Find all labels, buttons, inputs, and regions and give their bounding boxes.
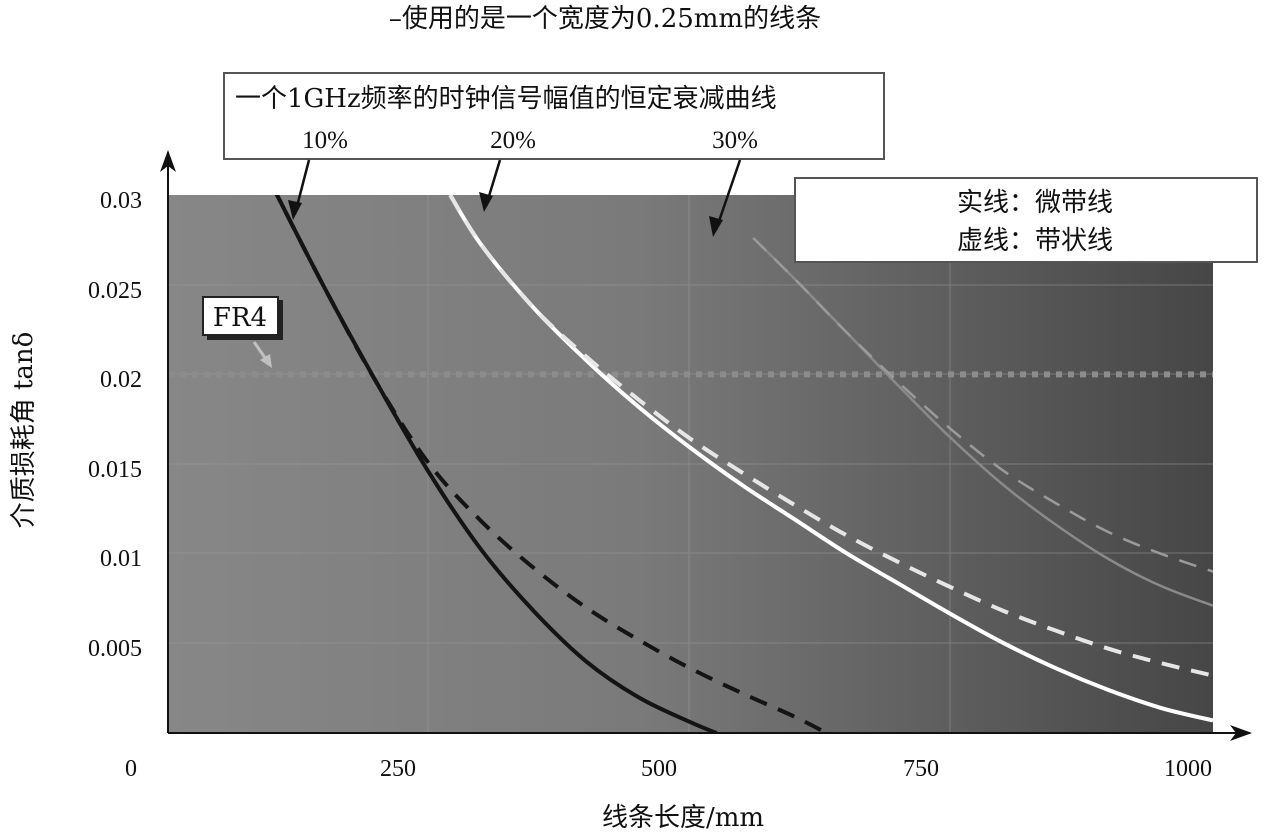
legend-solid: 实线：微带线	[957, 188, 1113, 218]
x-tick-0: 0	[125, 756, 137, 782]
label-30pct: 30%	[712, 127, 758, 154]
x-axis-arrow	[1230, 725, 1252, 741]
legend-box	[794, 177, 1258, 263]
x-tick-250: 250	[380, 756, 416, 782]
arrow-30pct-head	[709, 216, 723, 237]
series-10pct-dashed	[274, 195, 828, 733]
series-layer	[168, 195, 1213, 733]
x-tick-750: 750	[903, 756, 939, 782]
y-tick-0.02: 0.02	[100, 367, 142, 393]
fr4-pointer-head	[260, 354, 272, 368]
arrow-30pct	[714, 159, 742, 231]
y-tick-0.015: 0.015	[88, 457, 142, 483]
y-tick-0.03: 0.03	[100, 188, 142, 214]
x-tick-1000: 1000	[1164, 756, 1212, 782]
series-20pct-dashed	[448, 195, 1213, 678]
chart-title: –使用的是一个宽度为0.25mm的线条	[389, 4, 821, 34]
series-30pct-dashed	[752, 237, 1213, 573]
y-tick-0.005: 0.005	[88, 636, 142, 662]
legend-dashed: 虚线：带状线	[957, 226, 1113, 256]
x-tick-500: 500	[641, 756, 677, 782]
subtitle-box	[223, 72, 885, 160]
grid	[168, 195, 1213, 733]
y-axis-arrow	[160, 150, 176, 172]
series-10pct-solid	[274, 195, 718, 733]
label-20pct: 20%	[490, 127, 536, 154]
fr4-label: FR4	[213, 303, 267, 333]
y-tick-0.01: 0.01	[100, 546, 142, 572]
subtitle-text: 一个1GHz频率的时钟信号幅值的恒定衰减曲线	[235, 84, 777, 114]
y-axis-title: 介质损耗角 tanδ	[9, 332, 39, 529]
label-10pct: 10%	[302, 127, 348, 154]
y-tick-0.025: 0.025	[88, 278, 142, 304]
arrow-10pct-head	[288, 200, 302, 220]
arrow-20pct-head	[479, 192, 493, 212]
fr4-label-box	[202, 296, 279, 336]
x-axis-title: 线条长度/mm	[602, 803, 764, 833]
